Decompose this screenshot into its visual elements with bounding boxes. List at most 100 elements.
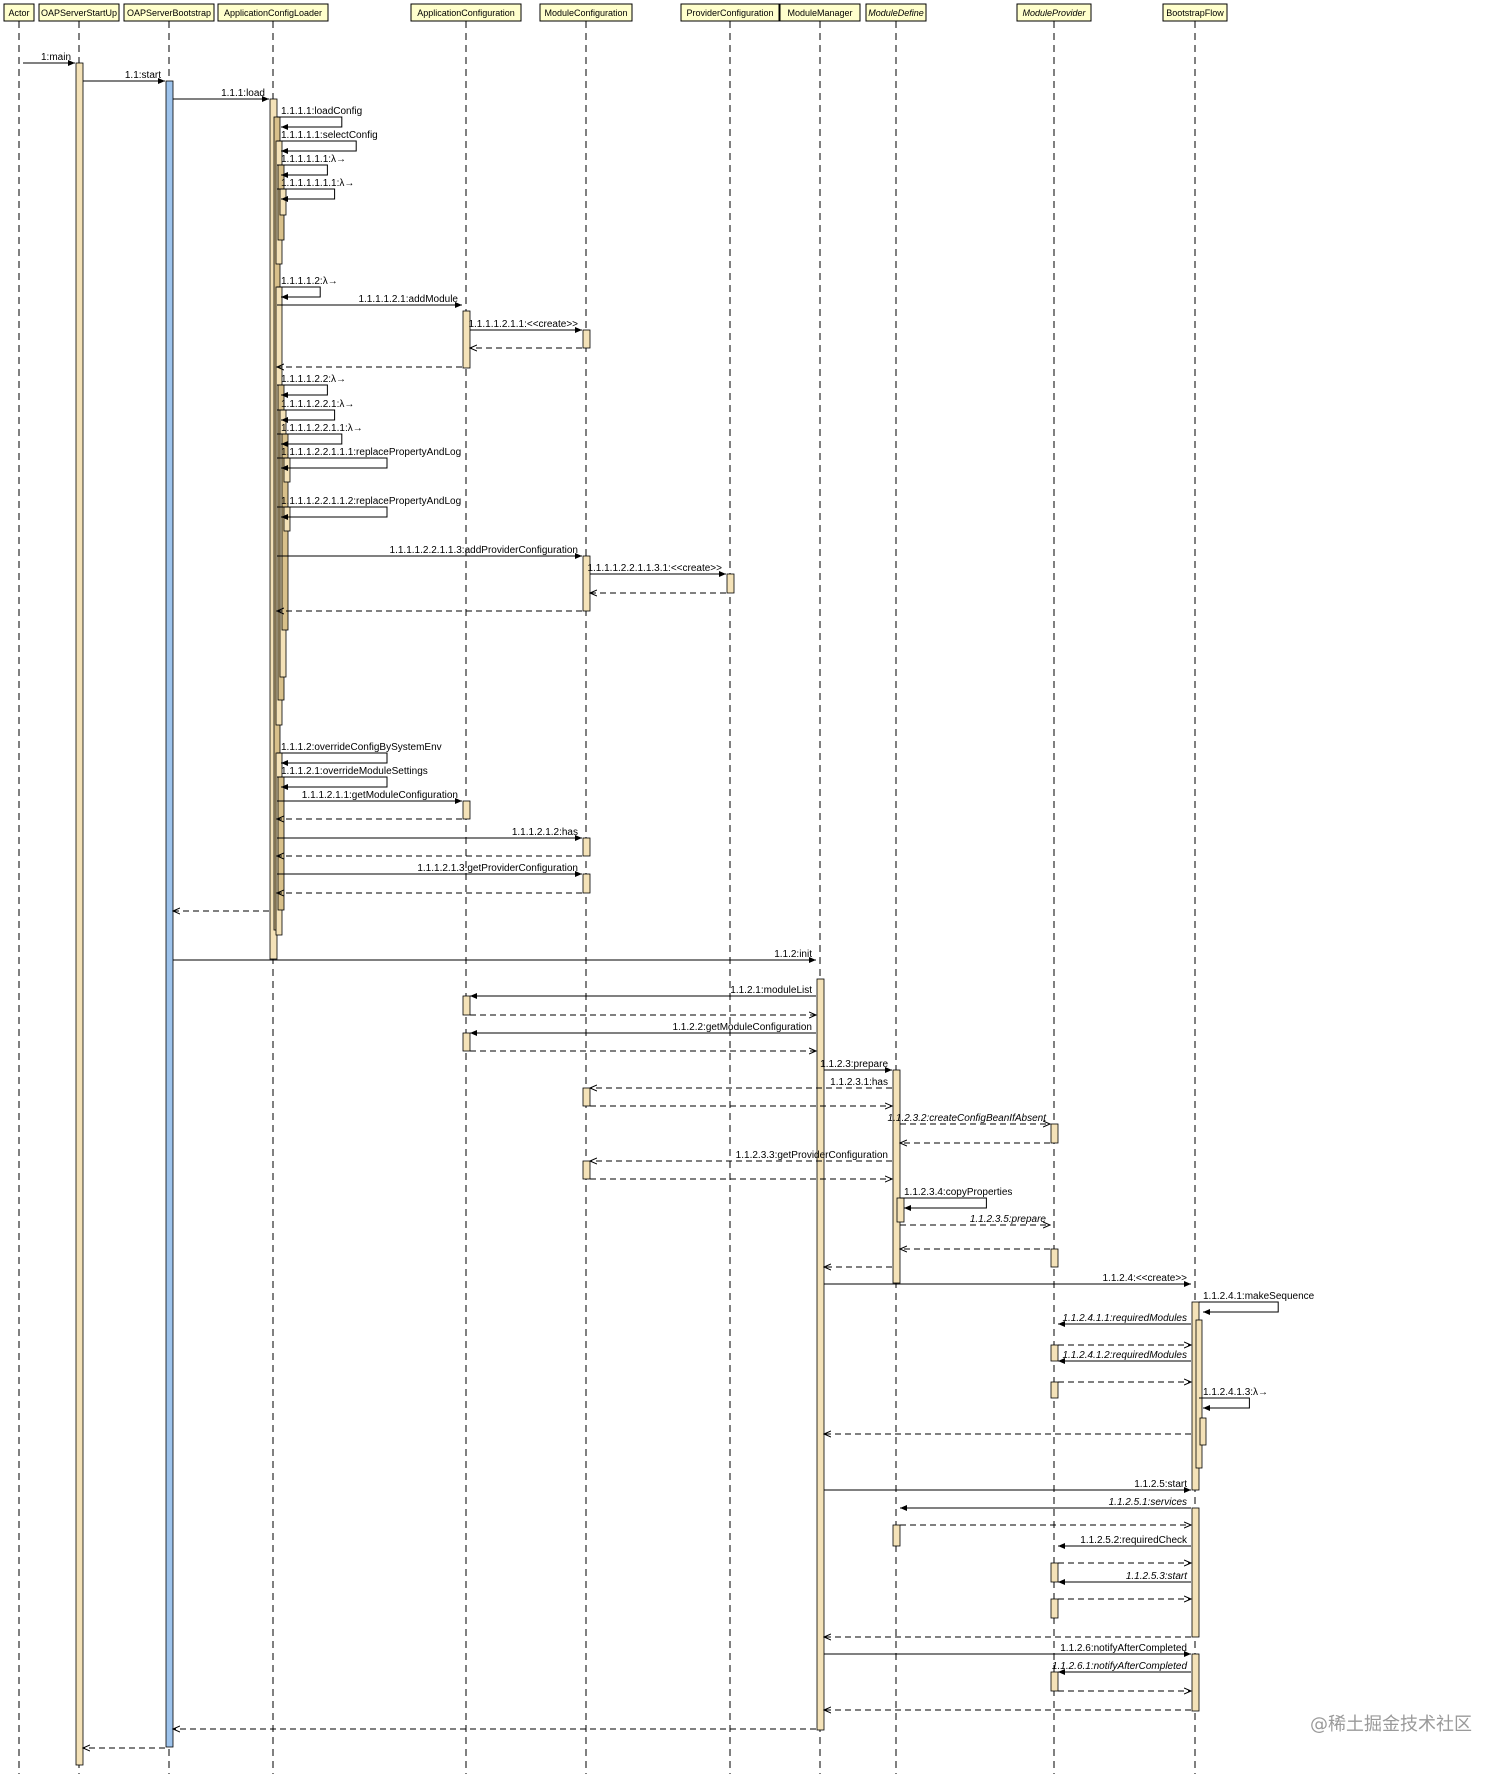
activation-bar-flow [1195, 1319, 1203, 1469]
message-48: 1.1.2.4.1.1:requiredModules [1058, 1313, 1191, 1327]
message-2: 1.1.1:load [173, 88, 269, 102]
participant-box-actor [3, 3, 35, 22]
activation-bar-loader [283, 457, 291, 483]
activation-bar-flow [1191, 1653, 1200, 1712]
message-label: 1.1.1:load [221, 88, 265, 99]
message-label: 1.1.2.5.1:services [1109, 1497, 1187, 1508]
participant-box-modconf [539, 3, 633, 22]
message-40: 1.1.2.3.3:getProviderConfiguration [590, 1150, 892, 1161]
message-9: 1.1.1.1.2.1.1:<<create>> [468, 319, 582, 333]
activation-bar-bootstrap [165, 80, 174, 1748]
message-label: 1.1.1.1.2.2.1.1:λ→ [281, 423, 363, 434]
activation-bar-modmgr [816, 978, 825, 1731]
message-label: 1.1.2.4:<<create>> [1102, 1273, 1187, 1284]
participant-label-appconf: ApplicationConfiguration [417, 8, 515, 18]
message-5: 1.1.1.1.1.1:λ→ [277, 154, 346, 178]
activation-bar-startup [75, 62, 84, 1766]
message-label: 1.1.1.1.2.2:λ→ [281, 374, 346, 385]
message-label: 1.1.2.3.4:copyProperties [904, 1187, 1012, 1198]
activation-bar-modconf [582, 555, 591, 612]
self-arrow [277, 286, 321, 300]
activation-bar-modprov [1050, 1344, 1059, 1362]
message-21: 1.1.1.2:overrideConfigBySystemEnv [277, 742, 442, 766]
message-38: 1.1.2.3.2:createConfigBeanIfAbsent [888, 1113, 1050, 1124]
activation-bar-modconf [582, 329, 591, 349]
message-label: 1.1.1.1.1.1:λ→ [281, 154, 346, 165]
message-label: 1.1.1.1.2.1.1:<<create>> [468, 319, 578, 330]
message-62: 1.1.2.6:notifyAfterCompleted [824, 1643, 1191, 1657]
message-7: 1.1.1.1.2:λ→ [277, 276, 338, 300]
self-arrow [277, 188, 336, 202]
message-label: 1.1.1.1.1:selectConfig [281, 130, 378, 141]
activation-bar-modprov [1050, 1598, 1059, 1619]
activation-bar-appconf [462, 995, 471, 1016]
message-14: 1.1.1.1.2.2.1.1:λ→ [277, 423, 363, 447]
participant-label-moddef: ModuleDefine [868, 8, 924, 18]
message-3: 1.1.1.1:loadConfig [277, 106, 362, 130]
activation-bar-modconf [582, 1087, 591, 1107]
participant-label-loader: ApplicationConfigLoader [224, 8, 322, 18]
self-arrow [277, 776, 388, 790]
message-63: 1.1.2.6.1:notifyAfterCompleted [1052, 1661, 1191, 1675]
message-label: 1.1.2.4.1.1:requiredModules [1062, 1313, 1187, 1324]
message-4: 1.1.1.1.1:selectConfig [277, 130, 378, 154]
message-label: 1.1.2.3.2:createConfigBeanIfAbsent [888, 1113, 1048, 1124]
message-label: 1.1.1.1:loadConfig [281, 106, 362, 117]
self-arrow [277, 433, 343, 447]
message-54: 1.1.2.5:start [824, 1479, 1191, 1493]
self-arrow [277, 116, 343, 130]
activation-bar-moddef [896, 1197, 905, 1223]
participant-box-appconf [410, 3, 522, 22]
message-label: 1.1.1.2.1.1:getModuleConfiguration [302, 790, 458, 801]
message-57: 1.1.2.5.2:requiredCheck [1058, 1535, 1191, 1549]
message-label: 1.1.1.2.1.2:has [512, 827, 578, 838]
message-label: 1.1.1.1.2.2.1.1.3:addProviderConfigurati… [390, 545, 578, 556]
message-label: 1.1.2.3:prepare [820, 1059, 888, 1070]
activation-bar-appconf [462, 310, 471, 369]
message-label: 1.1:start [125, 70, 161, 81]
participant-box-modprov [1016, 3, 1092, 22]
message-label: 1.1.2.4.1:makeSequence [1203, 1291, 1315, 1302]
message-52: 1.1.2.4.1.3:λ→ [1199, 1387, 1268, 1411]
message-47: 1.1.2.4.1:makeSequence [1199, 1291, 1315, 1315]
participant-label-bootstrap: OAPServerBootstrap [127, 8, 211, 18]
message-label: 1.1.1.2:overrideConfigBySystemEnv [281, 742, 442, 753]
message-50: 1.1.2.4.1.2:requiredModules [1058, 1350, 1191, 1364]
activation-bar-appconf [462, 1032, 471, 1052]
activation-bar-loader [277, 776, 285, 911]
participant-box-modmgr [779, 3, 861, 22]
message-31: 1.1.2.1:moduleList [470, 985, 816, 999]
message-label: 1.1.2.3.5:prepare [970, 1214, 1047, 1225]
activation-bar-modprov [1050, 1671, 1059, 1692]
message-label: 1.1.2.1:moduleList [730, 985, 812, 996]
activation-bar-provconf [726, 573, 735, 594]
message-12: 1.1.1.1.2.2:λ→ [277, 374, 346, 398]
self-arrow [277, 140, 357, 154]
participant-label-modmgr: ModuleManager [787, 8, 852, 18]
message-25: 1.1.1.2.1.2:has [277, 827, 582, 841]
activation-bar-modconf [582, 873, 591, 894]
message-30: 1.1.2:init [173, 949, 816, 963]
participant-headers: Actor OAPServerStartUp OAPServerBootstrap A… [3, 3, 1228, 22]
message-16: 1.1.1.1.2.2.1.1.2:replacePropertyAndLog [277, 496, 461, 520]
participant-box-moddef [865, 3, 927, 22]
message-label: 1.1.2.6:notifyAfterCompleted [1060, 1643, 1187, 1654]
message-27: 1.1.1.2.1.3:getProviderConfiguration [277, 863, 582, 877]
participant-box-loader [217, 3, 329, 22]
lifelines [18, 21, 1196, 1774]
self-arrow [900, 1197, 987, 1211]
message-22: 1.1.1.2.1:overrideModuleSettings [277, 766, 428, 790]
self-arrow [277, 409, 336, 423]
activation-bar-modconf [582, 837, 591, 857]
self-arrow [277, 752, 388, 766]
self-arrow [277, 506, 388, 520]
participant-label-modprov: ModuleProvider [1022, 8, 1086, 18]
activation-bar-modprov [1050, 1248, 1059, 1268]
message-59: 1.1.2.5.3:start [1058, 1571, 1191, 1585]
message-label: 1.1.2.3.1:has [830, 1077, 888, 1088]
message-55: 1.1.2.5.1:services [900, 1497, 1191, 1511]
participant-label-actor: Actor [8, 8, 29, 18]
participant-label-flow: BootstrapFlow [1166, 8, 1224, 18]
activation-bar-flow [1191, 1507, 1200, 1638]
